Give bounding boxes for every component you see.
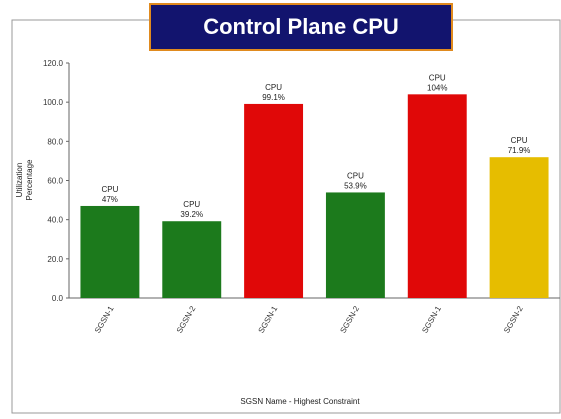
bar-series-label: CPU: [347, 171, 364, 180]
y-axis-label: Utilization: [15, 163, 24, 198]
y-tick-label: 100.0: [43, 98, 64, 107]
bar-value-label: 47%: [102, 195, 118, 204]
bar-series-label: CPU: [511, 136, 528, 145]
bar: [407, 94, 467, 298]
bar: [325, 192, 385, 298]
x-axis-label: SGSN Name - Highest Constraint: [240, 397, 360, 406]
y-tick-label: 60.0: [47, 177, 63, 186]
y-axis-label: Percentage: [25, 159, 34, 200]
bar-value-label: 39.2%: [180, 210, 203, 219]
bar-value-label: 104%: [427, 83, 447, 92]
bar: [80, 205, 140, 298]
y-tick-label: 120.0: [43, 59, 64, 68]
y-tick-label: 20.0: [47, 255, 63, 264]
bar-series-label: CPU: [183, 200, 200, 209]
bar-value-label: 53.9%: [344, 181, 367, 190]
y-tick-label: 0.0: [52, 294, 64, 303]
bar-value-label: 99.1%: [262, 93, 285, 102]
y-tick-label: 80.0: [47, 137, 63, 146]
bar-value-label: 71.9%: [508, 146, 531, 155]
bar: [162, 221, 222, 298]
bar-series-label: CPU: [265, 83, 282, 92]
title-box: [149, 3, 453, 51]
bar: [244, 103, 304, 298]
bar: [489, 157, 549, 298]
chart-title: Control Plane CPU: [203, 14, 399, 39]
y-tick-label: 40.0: [47, 216, 63, 225]
bar-series-label: CPU: [101, 185, 118, 194]
bar-series-label: CPU: [429, 73, 446, 82]
